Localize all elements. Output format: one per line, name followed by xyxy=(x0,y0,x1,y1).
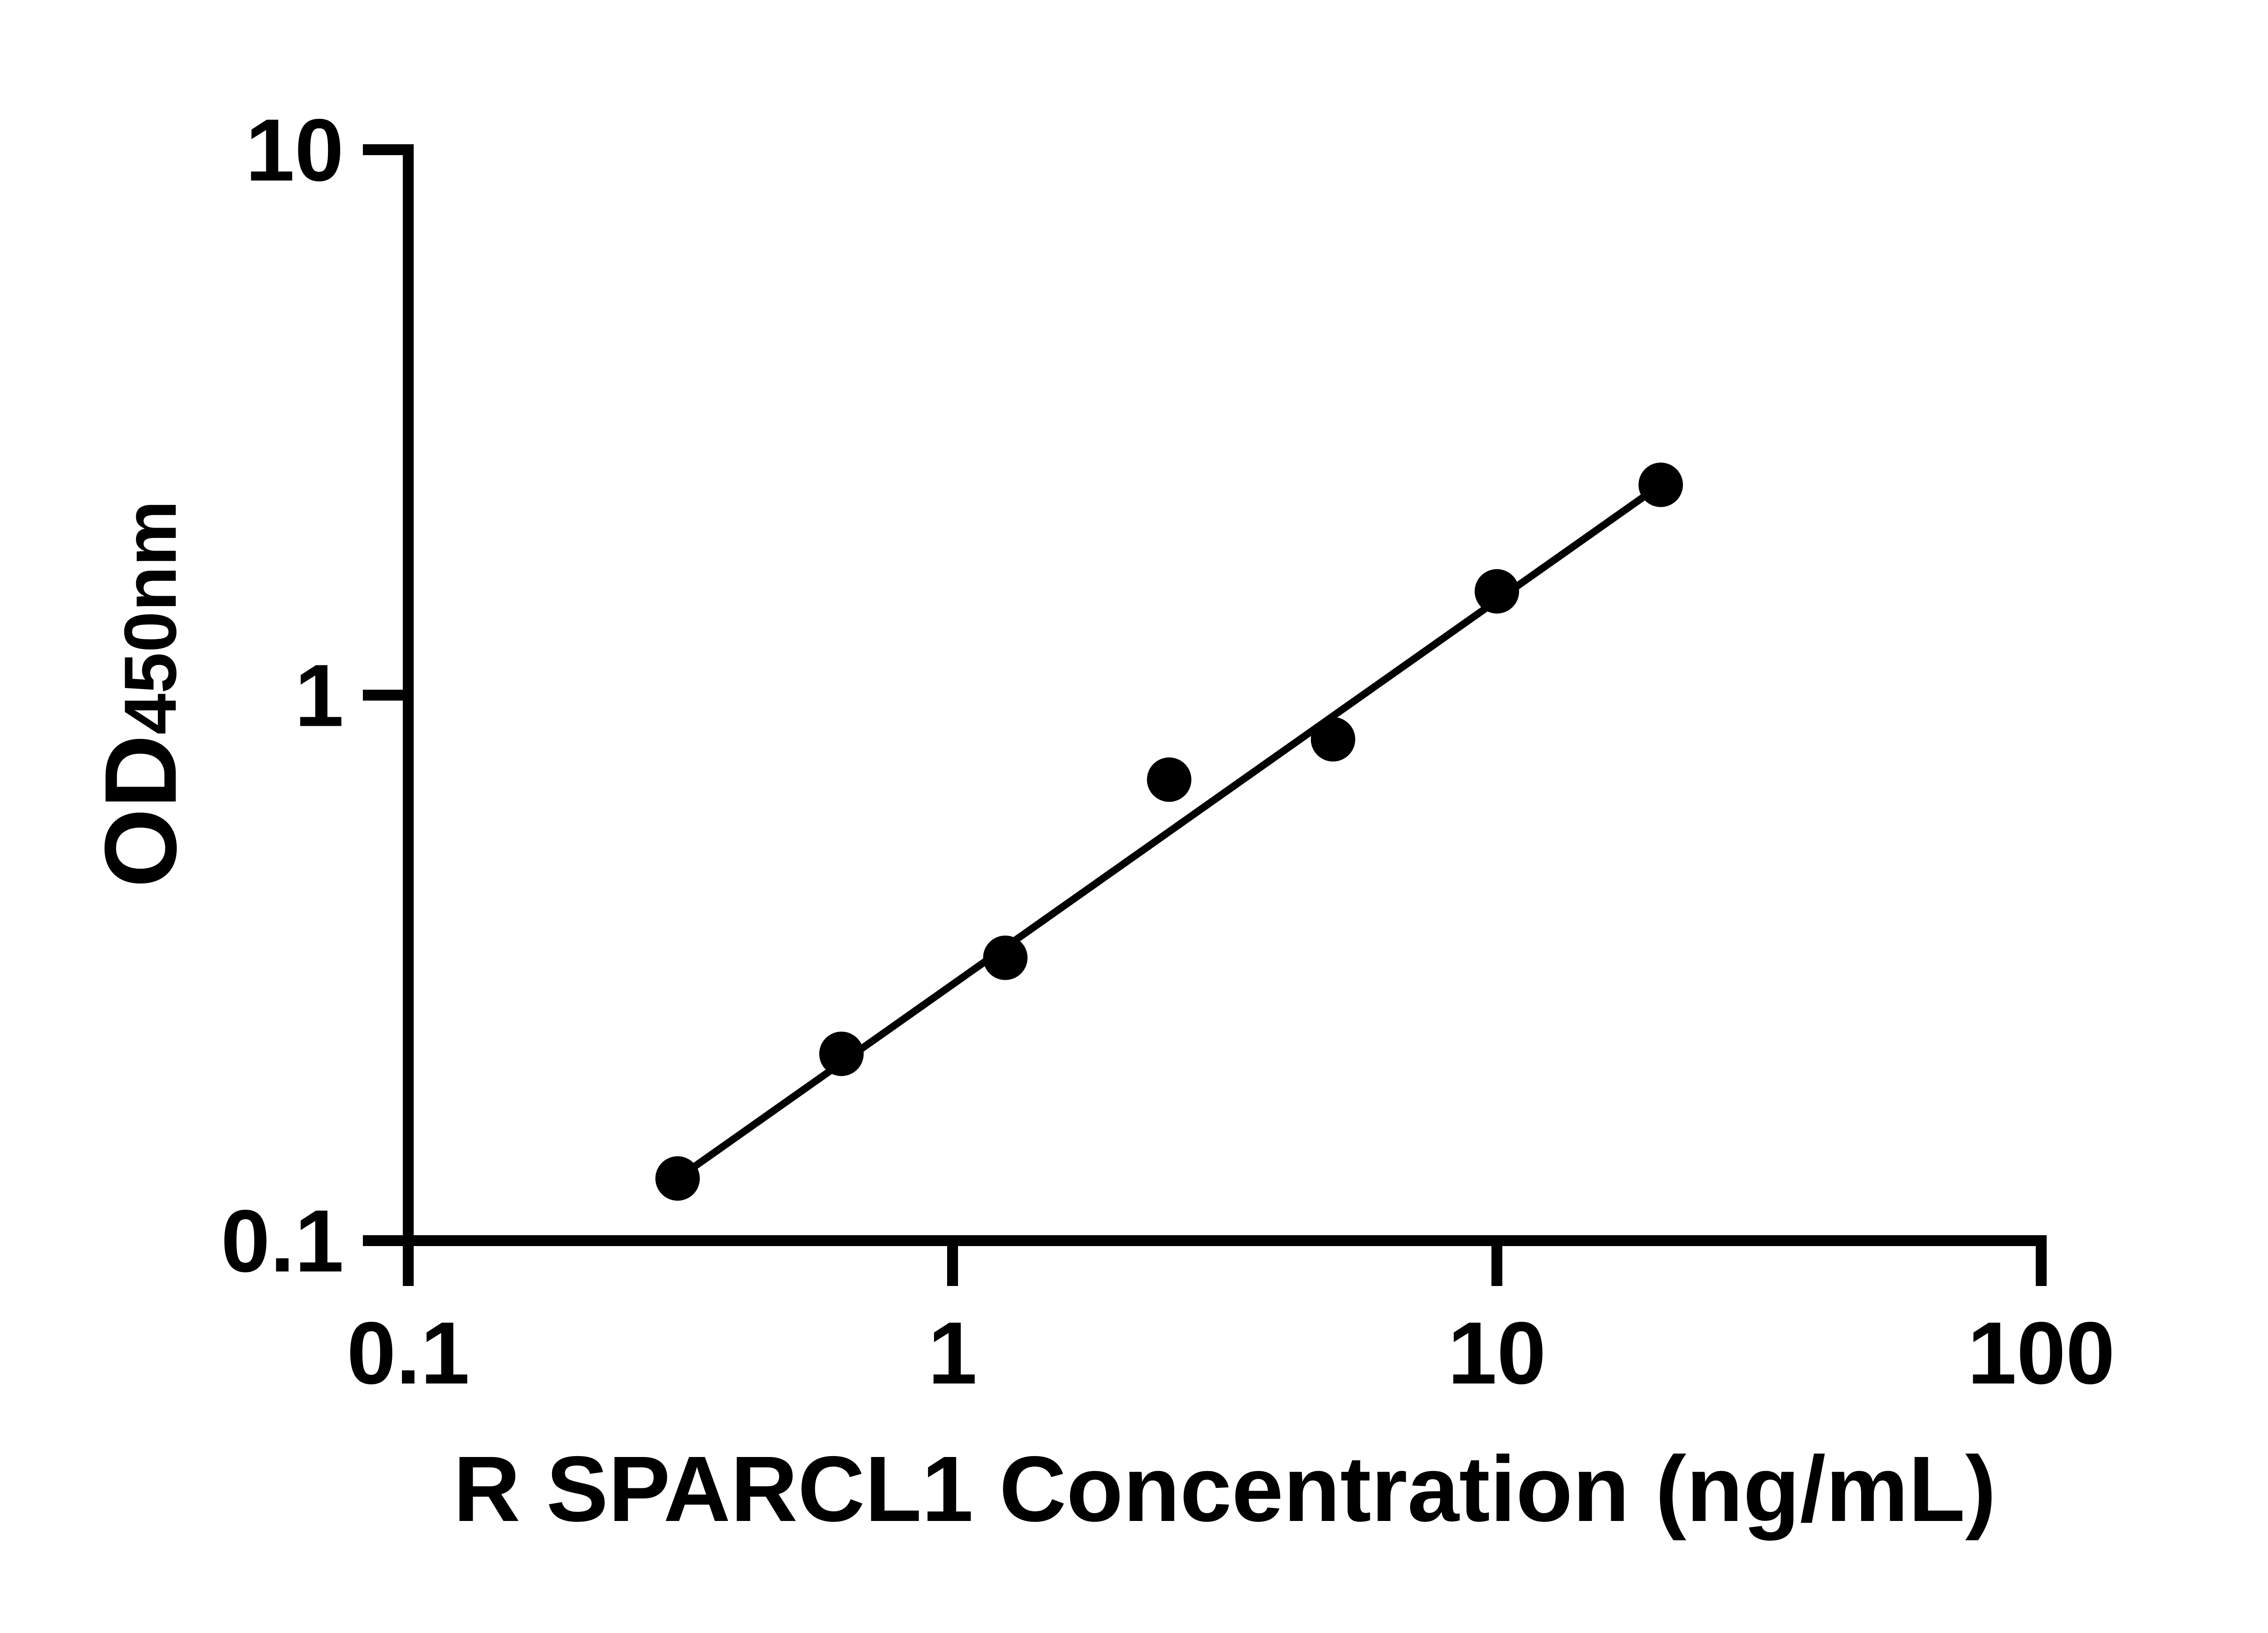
data-point xyxy=(1475,569,1519,614)
y-tick-label: 0.1 xyxy=(221,1192,344,1291)
y-tick-label: 10 xyxy=(245,101,344,200)
data-point xyxy=(1310,717,1355,762)
axis-ticks xyxy=(363,144,2047,1286)
data-point xyxy=(655,1156,700,1201)
data-point xyxy=(983,935,1028,980)
axes xyxy=(403,144,2047,1246)
y-axis-title-main: OD xyxy=(83,734,198,888)
x-tick-label: 10 xyxy=(1448,1304,1546,1403)
data-point xyxy=(1147,757,1192,802)
axis-tick-labels: 0.1 1 10 0.1 1 10 100 xyxy=(221,101,2115,1403)
x-tick-label: 0.1 xyxy=(347,1304,469,1403)
y-tick-label: 1 xyxy=(295,646,344,745)
x-axis-title: R SPARCL1 Concentration (ng/mL) xyxy=(453,1437,1996,1541)
data-series xyxy=(655,462,1683,1201)
data-point xyxy=(819,1032,864,1076)
data-point xyxy=(1638,462,1683,507)
y-axis-title-subscript: 450nm xyxy=(108,500,192,735)
x-tick-label: 1 xyxy=(928,1304,977,1403)
x-tick-label: 100 xyxy=(1967,1304,2115,1403)
y-axis-title: OD450nm xyxy=(83,500,198,888)
